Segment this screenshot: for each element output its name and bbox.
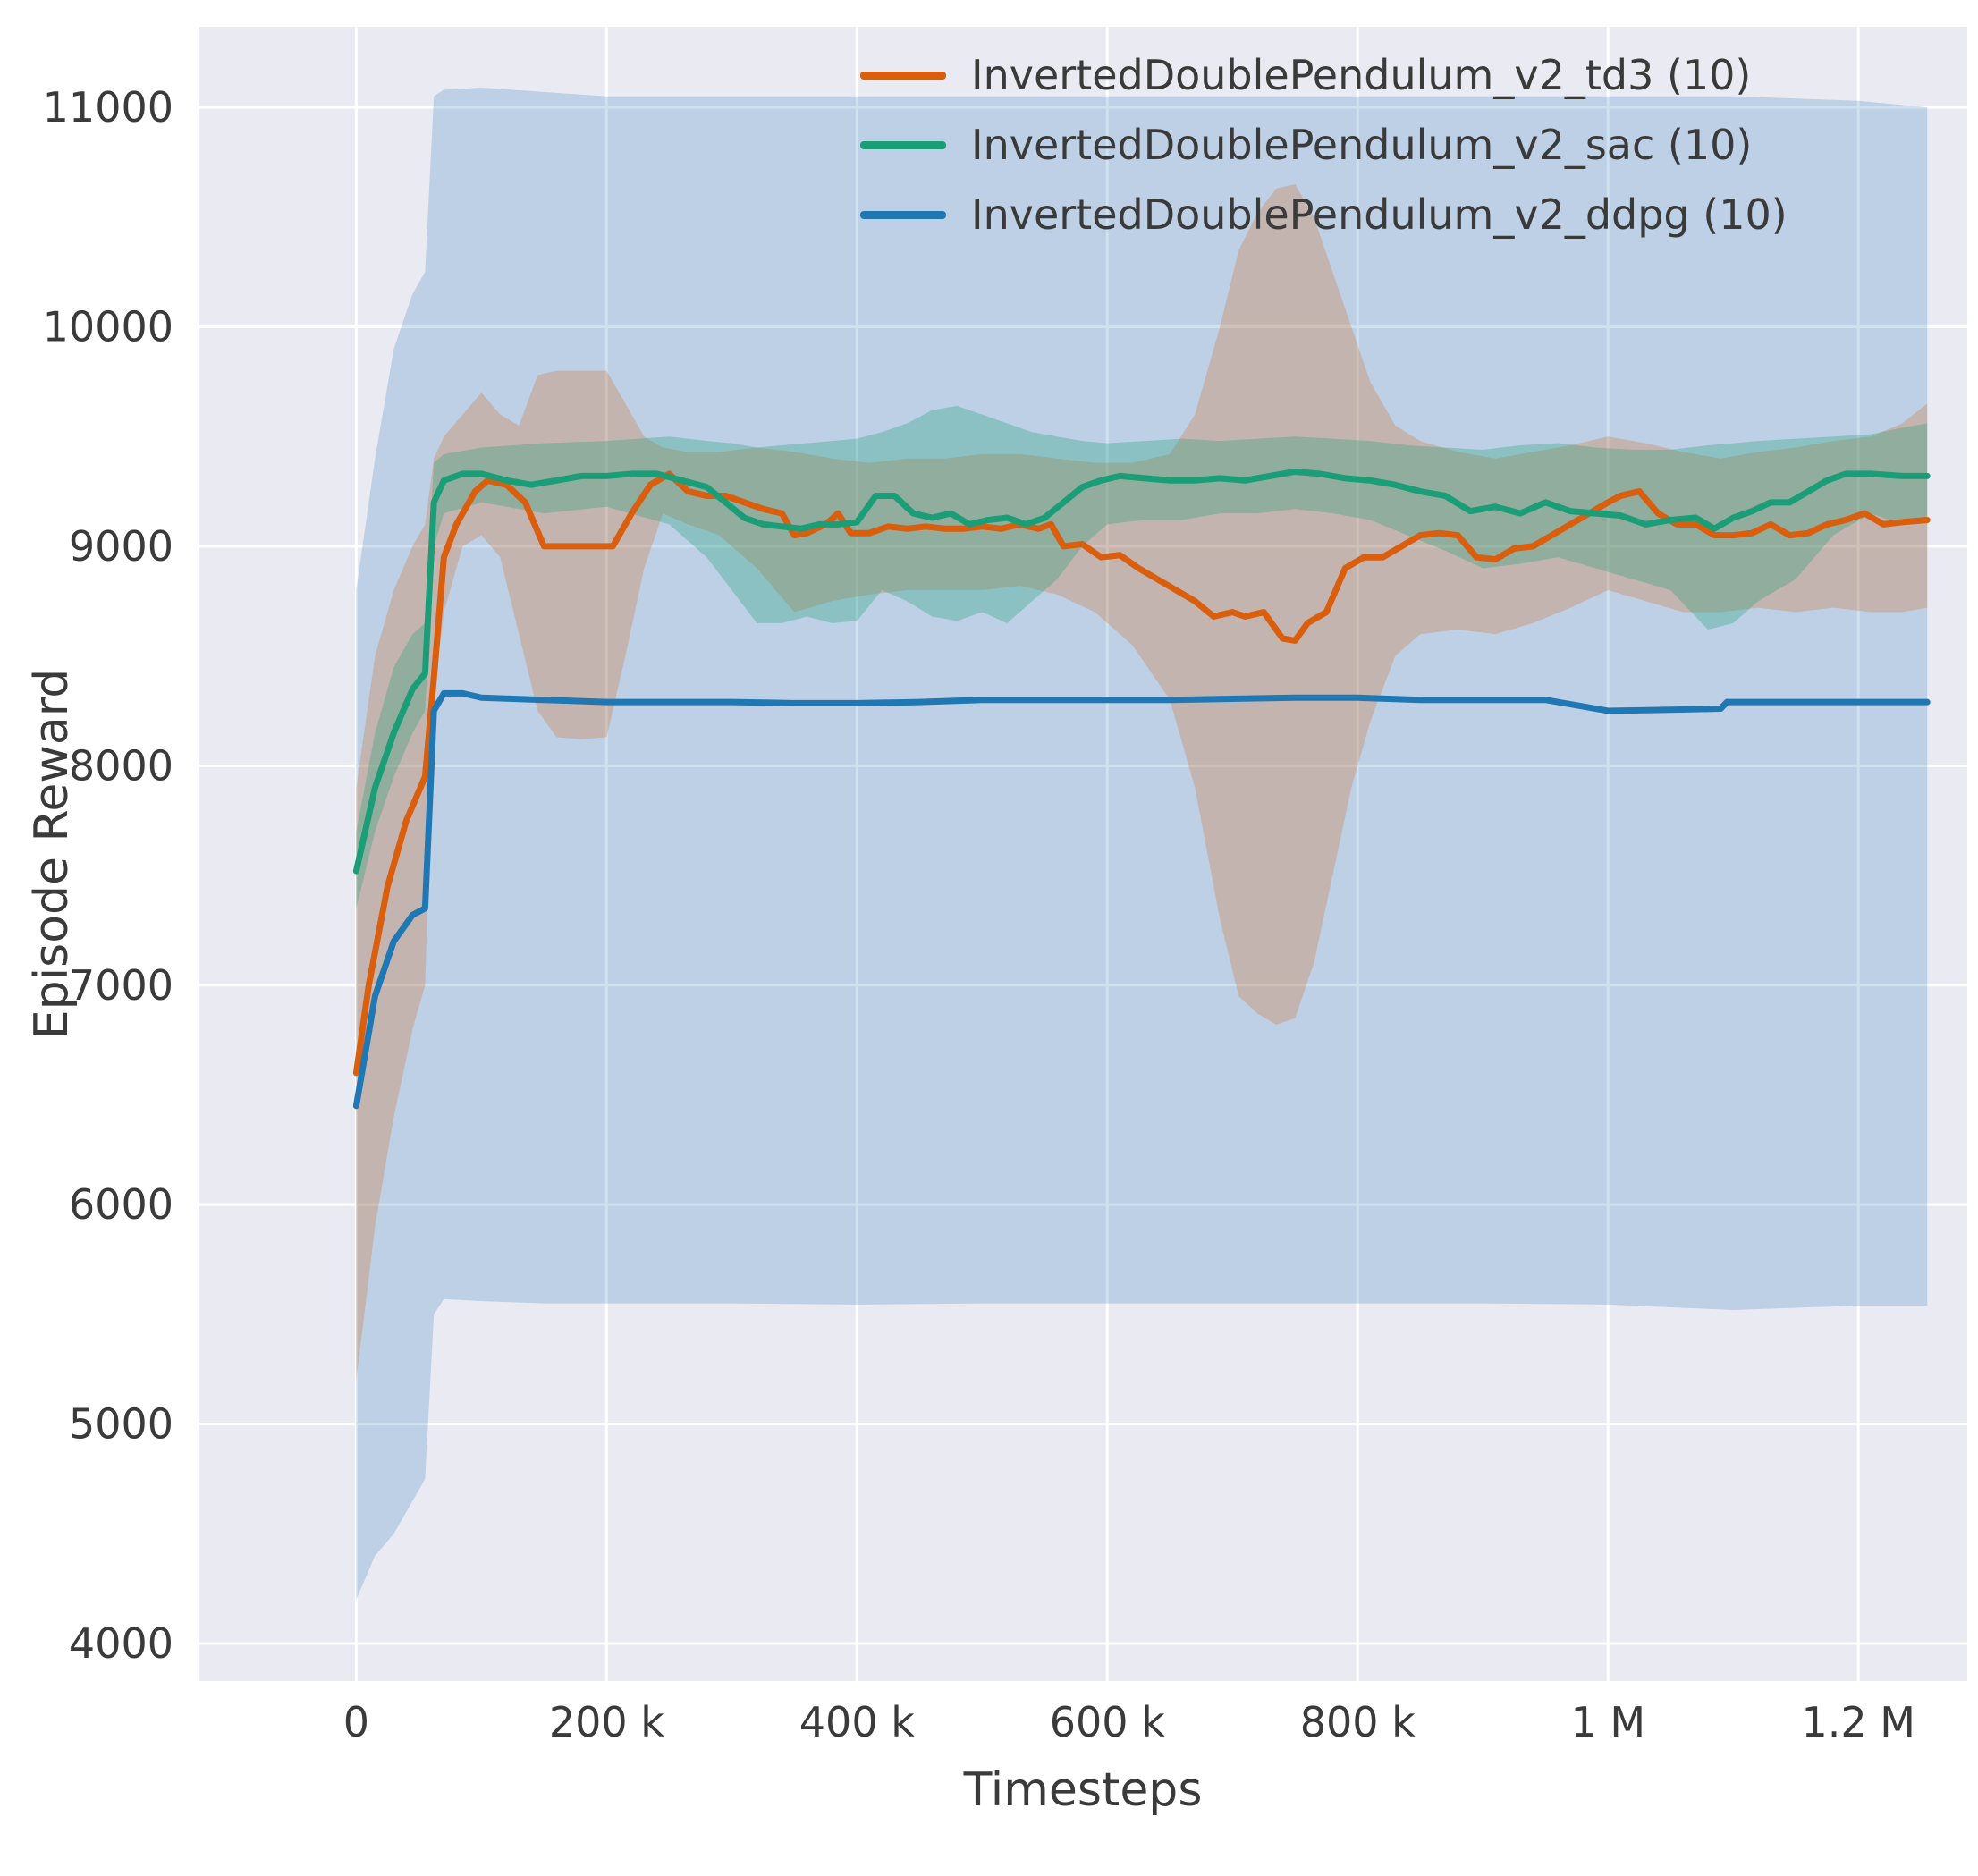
legend-swatch-sac: [860, 140, 946, 149]
y-tick-label: 5000: [69, 1400, 173, 1449]
y-tick-label: 7000: [69, 961, 173, 1010]
y-tick-label: 8000: [69, 741, 173, 790]
y-tick-label: 9000: [69, 522, 173, 570]
legend-item-td3: InvertedDoublePendulum_v2_td3 (10): [860, 46, 1788, 104]
legend-label-td3: InvertedDoublePendulum_v2_td3 (10): [971, 51, 1752, 99]
legend-label-ddpg: InvertedDoublePendulum_v2_ddpg (10): [971, 190, 1788, 239]
x-tick-label: 1.2 M: [1801, 1698, 1915, 1746]
x-tick-label: 800 k: [1300, 1698, 1416, 1746]
y-axis-label: Episode Reward: [25, 668, 79, 1040]
legend-swatch-td3: [860, 71, 946, 80]
legend-swatch-ddpg: [860, 210, 946, 219]
x-tick-label: 400 k: [799, 1698, 915, 1746]
legend-item-sac: InvertedDoublePendulum_v2_sac (10): [860, 116, 1788, 173]
y-tick-label: 10000: [43, 302, 173, 351]
legend-item-ddpg: InvertedDoublePendulum_v2_ddpg (10): [860, 186, 1788, 243]
x-tick-label: 600 k: [1050, 1698, 1165, 1746]
x-tick-label: 200 k: [549, 1698, 664, 1746]
x-axis-label: Timesteps: [963, 1763, 1203, 1817]
legend: InvertedDoublePendulum_v2_td3 (10) Inver…: [860, 46, 1788, 243]
y-tick-label: 4000: [69, 1619, 173, 1668]
y-tick-label: 11000: [43, 83, 173, 131]
y-tick-label: 6000: [69, 1180, 173, 1229]
x-tick-label: 1 M: [1570, 1698, 1645, 1746]
legend-label-sac: InvertedDoublePendulum_v2_sac (10): [971, 121, 1753, 169]
x-tick-label: 0: [343, 1698, 369, 1746]
